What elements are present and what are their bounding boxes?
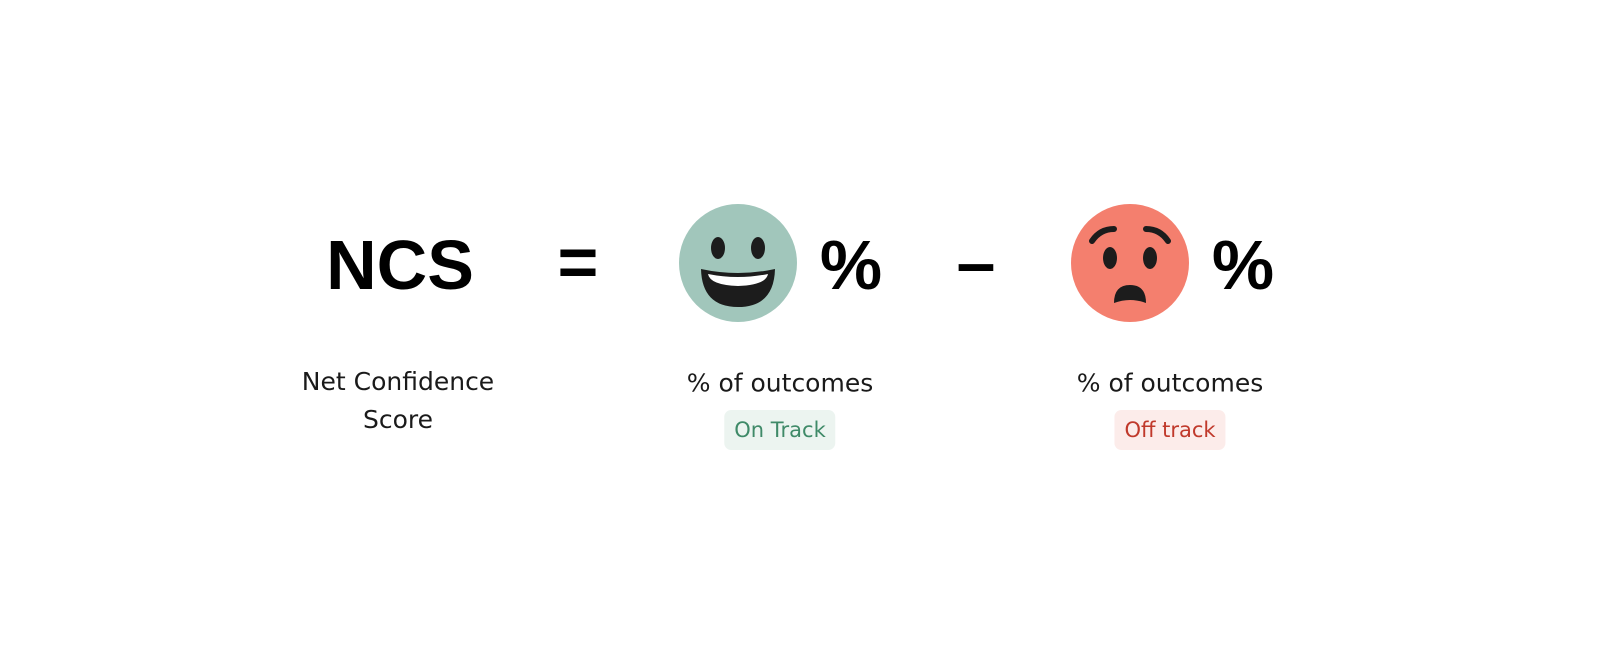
ncs-label: Net Confidence Score bbox=[301, 367, 495, 434]
equals: = bbox=[557, 223, 599, 301]
ncs: NCS bbox=[326, 226, 474, 304]
worried-face bbox=[1071, 204, 1189, 322]
minus: – bbox=[956, 223, 996, 301]
percent: % bbox=[1211, 226, 1275, 304]
off-track-badge: Off track bbox=[1114, 410, 1226, 450]
percent: % bbox=[819, 226, 883, 304]
off-track-label: % of outcomes bbox=[1076, 368, 1264, 398]
on-track-label: % of outcomes bbox=[686, 368, 874, 398]
happy-face bbox=[679, 204, 797, 322]
on-track-badge: On Track bbox=[724, 410, 836, 450]
